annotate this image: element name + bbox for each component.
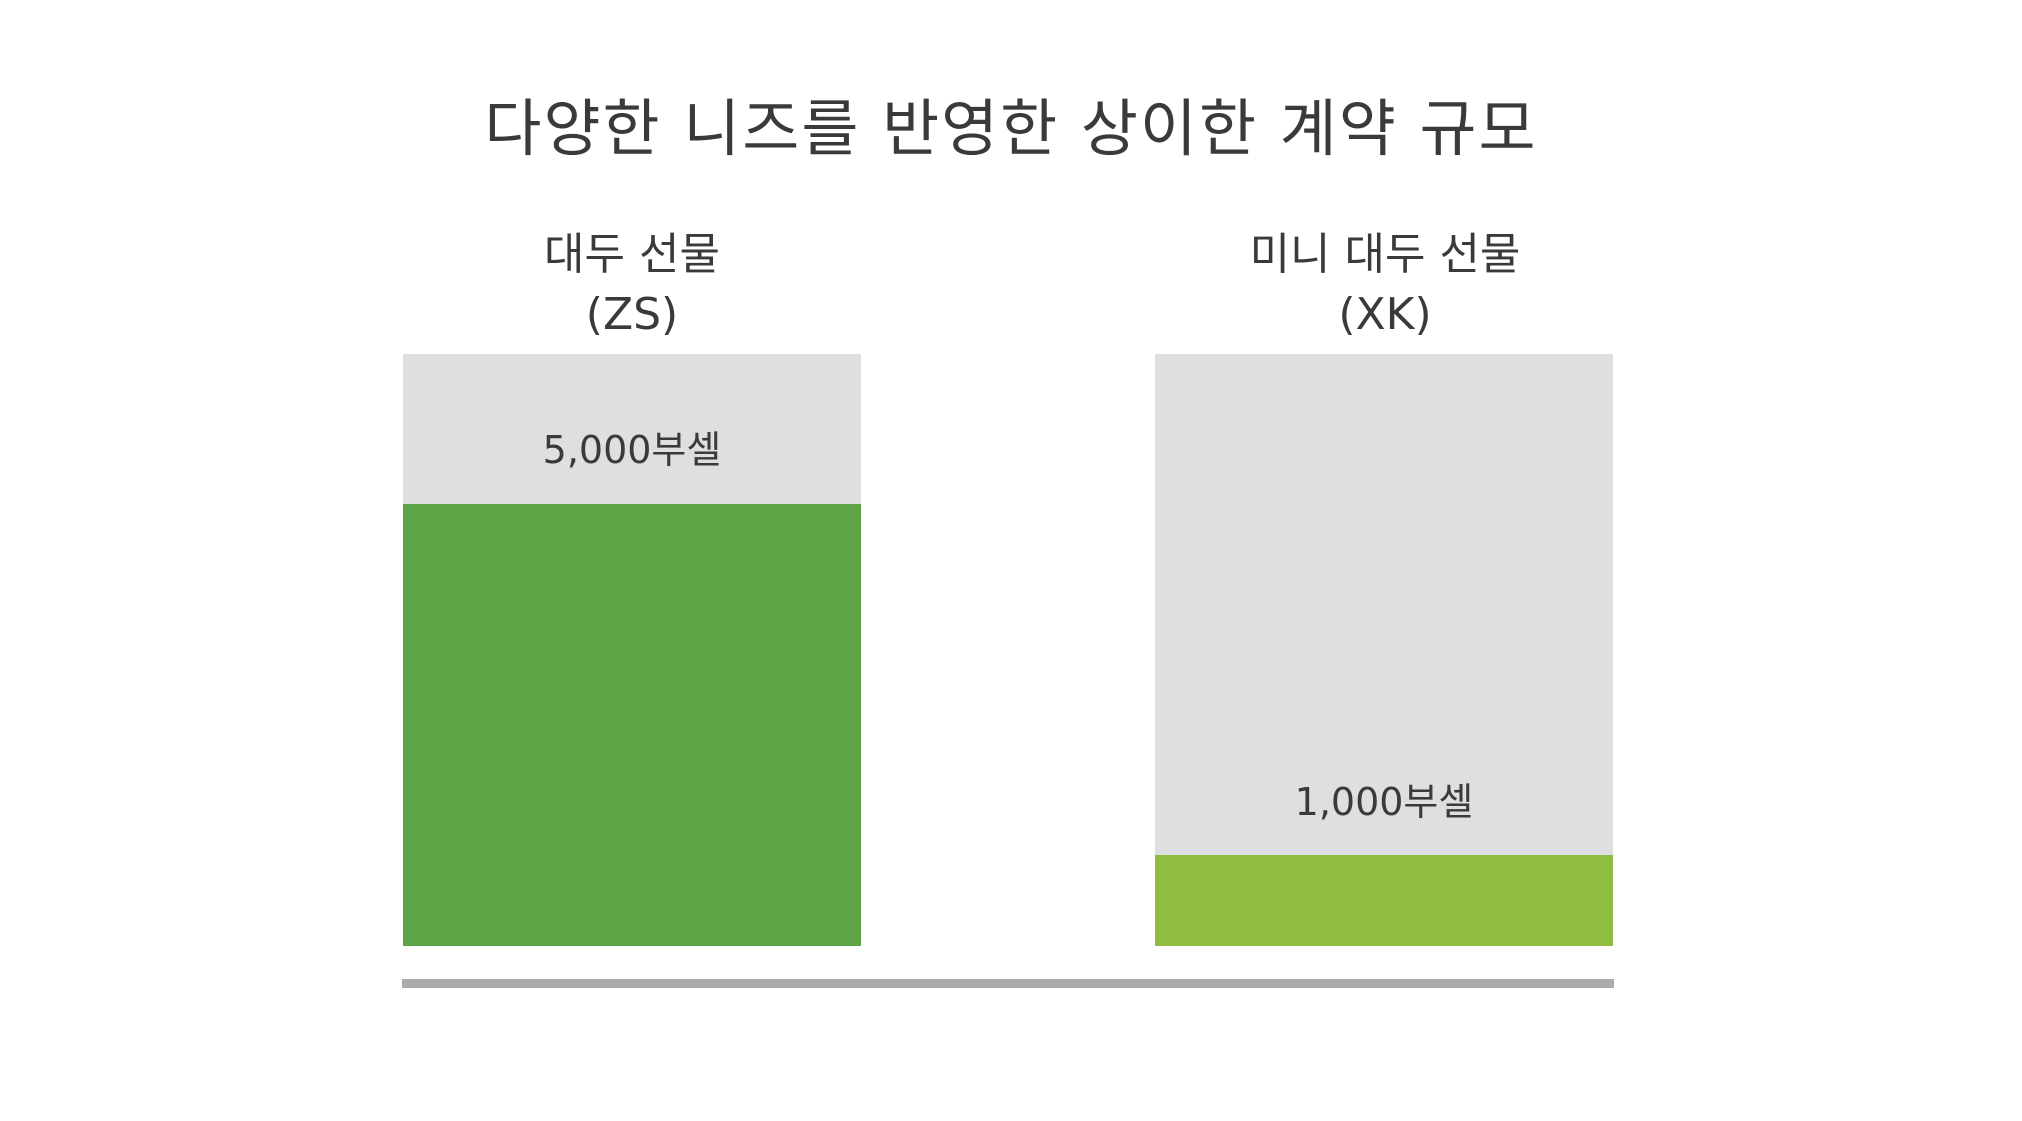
- category-code: (ZS): [585, 289, 679, 340]
- bar-zs-fill: [403, 504, 861, 946]
- bar-zs-background: 5,000부셀: [403, 354, 861, 946]
- chart-title: 다양한 니즈를 반영한 상이한 계약 규모: [484, 92, 1538, 165]
- bar-xk-background: 1,000부셀: [1155, 354, 1613, 946]
- category-name: 미니 대두 선물: [1249, 229, 1521, 280]
- x-axis-line: [402, 979, 1614, 988]
- category-code: (XK): [1338, 289, 1432, 340]
- category-label-xk: 미니 대두 선물 (XK): [1155, 225, 1615, 345]
- bar-xk-fill: [1155, 855, 1613, 946]
- value-label-zs: 5,000부셀: [542, 428, 722, 472]
- category-name: 대두 선물: [544, 229, 720, 280]
- category-label-zs: 대두 선물 (ZS): [402, 225, 862, 345]
- value-label-xk: 1,000부셀: [1294, 780, 1474, 824]
